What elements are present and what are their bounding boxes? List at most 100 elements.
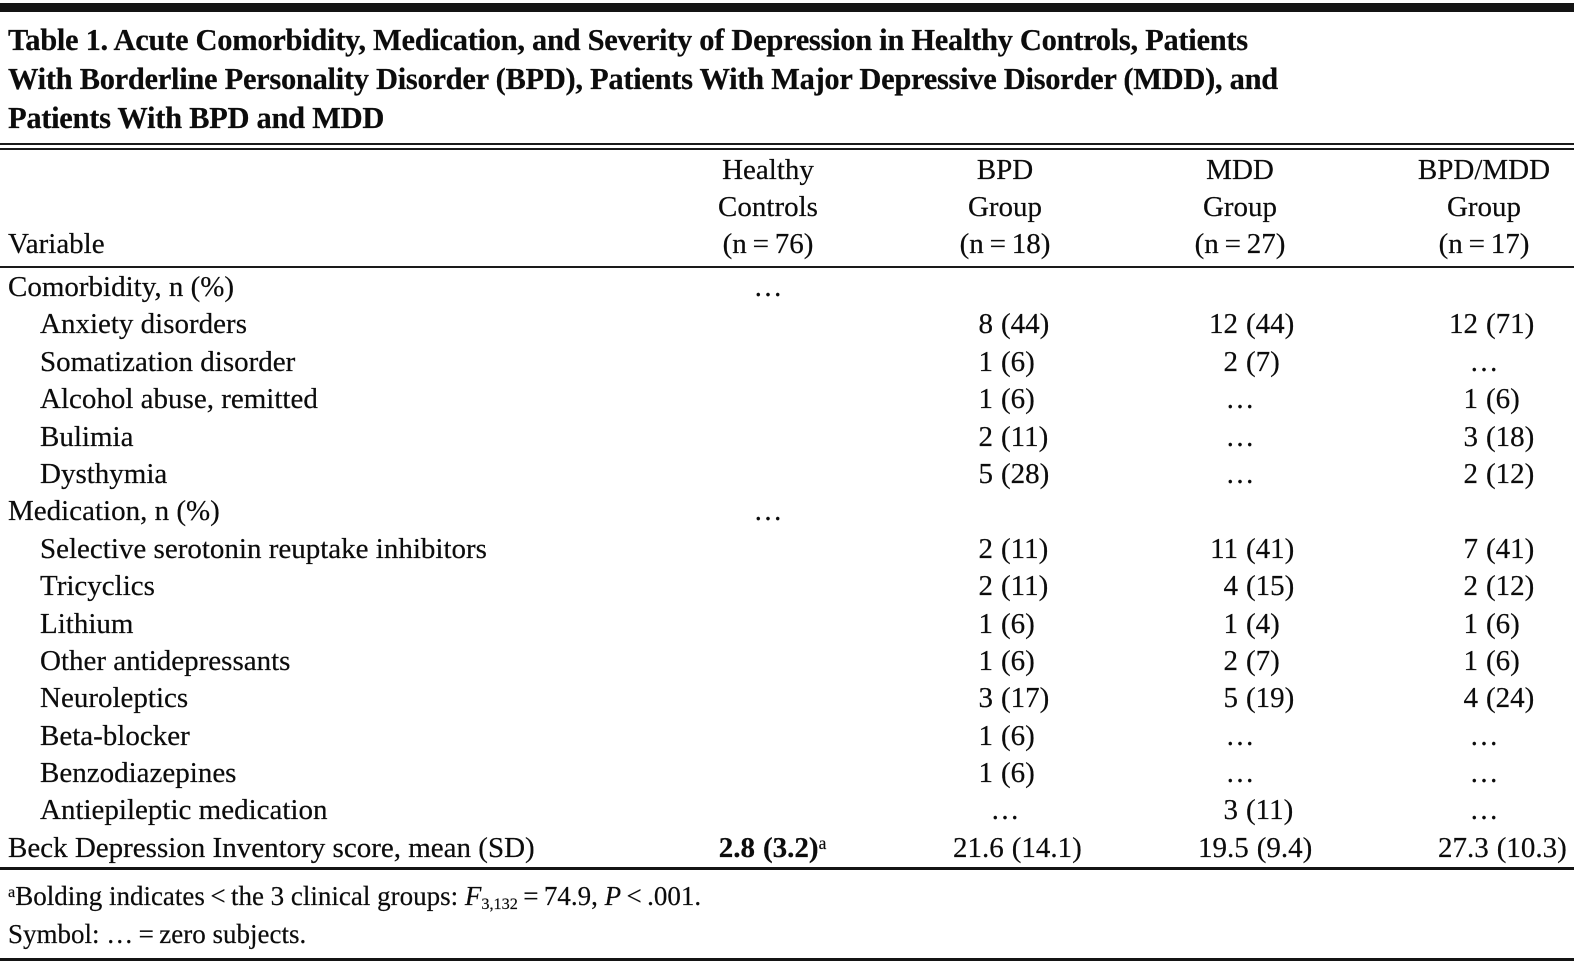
column-header-mdd-group: MDD Group (n = 27) bbox=[1086, 152, 1394, 263]
row-label: Selective serotonin reuptake inhibitors bbox=[40, 532, 487, 565]
table-row: Neuroleptics 3 (17) 5 (19) 4 (24) bbox=[0, 680, 1574, 717]
table-cell bbox=[612, 456, 924, 493]
page-root: { "title": { "lines": [ "Table 1. Acute … bbox=[0, 3, 1574, 964]
table-row: Tricyclics 2 (11) 4 (15) 2 (12) bbox=[0, 568, 1574, 605]
row-label: Somatization disorder bbox=[40, 345, 296, 378]
table-cell bbox=[612, 344, 924, 381]
table-cell: 1 (6) bbox=[1463, 644, 1520, 677]
table-cell: 19.5 (9.4) bbox=[1198, 831, 1313, 864]
table-cell: … bbox=[1469, 345, 1499, 378]
table-cell: … bbox=[1469, 719, 1499, 752]
table-cell: 1 (6) bbox=[1463, 607, 1520, 640]
table-cell bbox=[1394, 269, 1574, 306]
table-cell: 2 (11) bbox=[978, 570, 1049, 603]
table-cell: 4 (15) bbox=[1223, 570, 1295, 603]
table-cell: 1 (6) bbox=[978, 607, 1035, 640]
table-cell: 12 (44) bbox=[1209, 308, 1295, 341]
table-cell: 3 (11) bbox=[1223, 794, 1294, 827]
table-cell: 21.6 (14.1) bbox=[953, 831, 1082, 864]
table-row: Medication, n (%)… bbox=[0, 493, 1574, 530]
table-cell: 3 (17) bbox=[978, 682, 1050, 715]
table-cell bbox=[612, 419, 924, 456]
table-cell bbox=[612, 531, 924, 568]
table-row: Lithium 1 (6) 1 (4) 1 (6) bbox=[0, 606, 1574, 643]
table-cell bbox=[612, 606, 924, 643]
row-label: Other antidepressants bbox=[40, 644, 291, 677]
column-header-line: Group bbox=[967, 191, 1043, 223]
table-row: Beta-blocker 1 (6)…… bbox=[0, 718, 1574, 755]
row-label: Comorbidity, n (%) bbox=[8, 271, 235, 303]
table-cell: 1 (6) bbox=[978, 383, 1035, 416]
table-cell: 8 (44) bbox=[978, 308, 1050, 341]
table-title-line: Table 1. Acute Comorbidity, Medication, … bbox=[8, 23, 1248, 57]
row-label: Anxiety disorders bbox=[40, 308, 247, 341]
column-header-line: Controls bbox=[718, 191, 818, 223]
table-body: Comorbidity, n (%) … Anxiety disorders 8 (44… bbox=[0, 268, 1574, 867]
table-row: Dysthymia 5 (28) … 2 (12) bbox=[0, 456, 1574, 493]
footnote-line: aBolding indicates < the 3 clinical grou… bbox=[8, 881, 702, 914]
table-cell: 5 (28) bbox=[978, 457, 1050, 490]
table-cell: 11 (41) bbox=[1210, 532, 1295, 565]
table-cell: 1 (6) bbox=[978, 644, 1035, 677]
table-bottom-rule bbox=[0, 867, 1574, 871]
table-cell: … bbox=[753, 495, 783, 528]
footnotes: aBolding indicates < the 3 clinical grou… bbox=[0, 870, 1574, 951]
table-cell bbox=[612, 568, 924, 605]
row-label: Tricyclics bbox=[40, 570, 155, 603]
row-label: Neuroleptics bbox=[40, 682, 189, 715]
column-header-line: (n = 27) bbox=[1194, 228, 1286, 260]
table-cell: 2 (7) bbox=[1223, 345, 1280, 378]
table-row: Selective serotonin reuptake inhibitors 2… bbox=[0, 531, 1574, 568]
table-header-row: Variable Healthy Controls (n = 76) BPD G… bbox=[0, 150, 1574, 268]
table-row: Antiepileptic medication… 3 (11)… bbox=[0, 792, 1574, 829]
table-cell: 2 (12) bbox=[1463, 457, 1535, 490]
row-label: Beck Depression Inventory score, mean (S… bbox=[8, 831, 535, 864]
table-title: Table 1. Acute Comorbidity, Medication, … bbox=[8, 21, 1566, 138]
table-cell: … bbox=[1469, 794, 1499, 827]
table-row: Anxiety disorders 8 (44) 12 (44) 12 (71) bbox=[0, 306, 1574, 343]
table-cell: 2 (11) bbox=[978, 532, 1049, 565]
table-cell: 2 (7) bbox=[1223, 644, 1280, 677]
table-cell: 2.8 (3.2)a bbox=[718, 831, 827, 864]
top-rule-bar bbox=[0, 3, 1574, 12]
table-cell: 1 (4) bbox=[1223, 607, 1280, 640]
footnote-line: Symbol: … = zero subjects. bbox=[8, 919, 307, 950]
table-cell bbox=[1394, 493, 1574, 530]
table-cell: … bbox=[1225, 420, 1255, 453]
table-cell: … bbox=[1225, 719, 1255, 752]
table-row: Comorbidity, n (%)… bbox=[0, 269, 1574, 306]
column-header-line: (n = 76) bbox=[722, 228, 814, 260]
table-cell: 12 (71) bbox=[1449, 308, 1535, 341]
table-cell: 27.3 (10.3) bbox=[1438, 831, 1567, 864]
table-cell: 2 (11) bbox=[978, 420, 1049, 453]
table-cell bbox=[612, 792, 924, 829]
page-bottom-rule bbox=[0, 958, 1574, 962]
table-row: Somatization disorder 1 (6) 2 (7) … bbox=[0, 344, 1574, 381]
table-cell: … bbox=[1469, 757, 1499, 790]
table-title-line: Patients With BPD and MDD bbox=[8, 101, 385, 135]
table-cell: 5 (19) bbox=[1223, 682, 1295, 715]
table-cell: … bbox=[1225, 457, 1255, 490]
table-row: Beck Depression Inventory score, mean (S… bbox=[0, 830, 1574, 867]
row-label: Beta-blocker bbox=[40, 719, 190, 752]
footnote-marker: a bbox=[818, 832, 827, 853]
table-cell bbox=[924, 493, 1086, 530]
table-cell bbox=[612, 718, 924, 755]
table-cell bbox=[1086, 493, 1394, 530]
column-header-line: MDD bbox=[1206, 154, 1274, 186]
table-cell: … bbox=[1225, 757, 1255, 790]
table-cell bbox=[1086, 269, 1394, 306]
table-cell: 2 (12) bbox=[1463, 570, 1535, 603]
table-cell: 1 (6) bbox=[978, 757, 1035, 790]
column-header-bpd-group: BPD Group (n = 18) bbox=[924, 152, 1086, 263]
table-cell bbox=[612, 306, 924, 343]
column-header-line: BPD bbox=[976, 154, 1034, 186]
table-cell: 1 (6) bbox=[978, 345, 1035, 378]
table-cell bbox=[612, 680, 924, 717]
row-label: Dysthymia bbox=[40, 457, 168, 490]
table-cell bbox=[612, 381, 924, 418]
column-header-healthy-controls: Healthy Controls (n = 76) bbox=[612, 152, 924, 263]
column-header-line: Healthy bbox=[722, 154, 814, 186]
table-cell: 7 (41) bbox=[1463, 532, 1535, 565]
table-cell: 4 (24) bbox=[1463, 682, 1535, 715]
